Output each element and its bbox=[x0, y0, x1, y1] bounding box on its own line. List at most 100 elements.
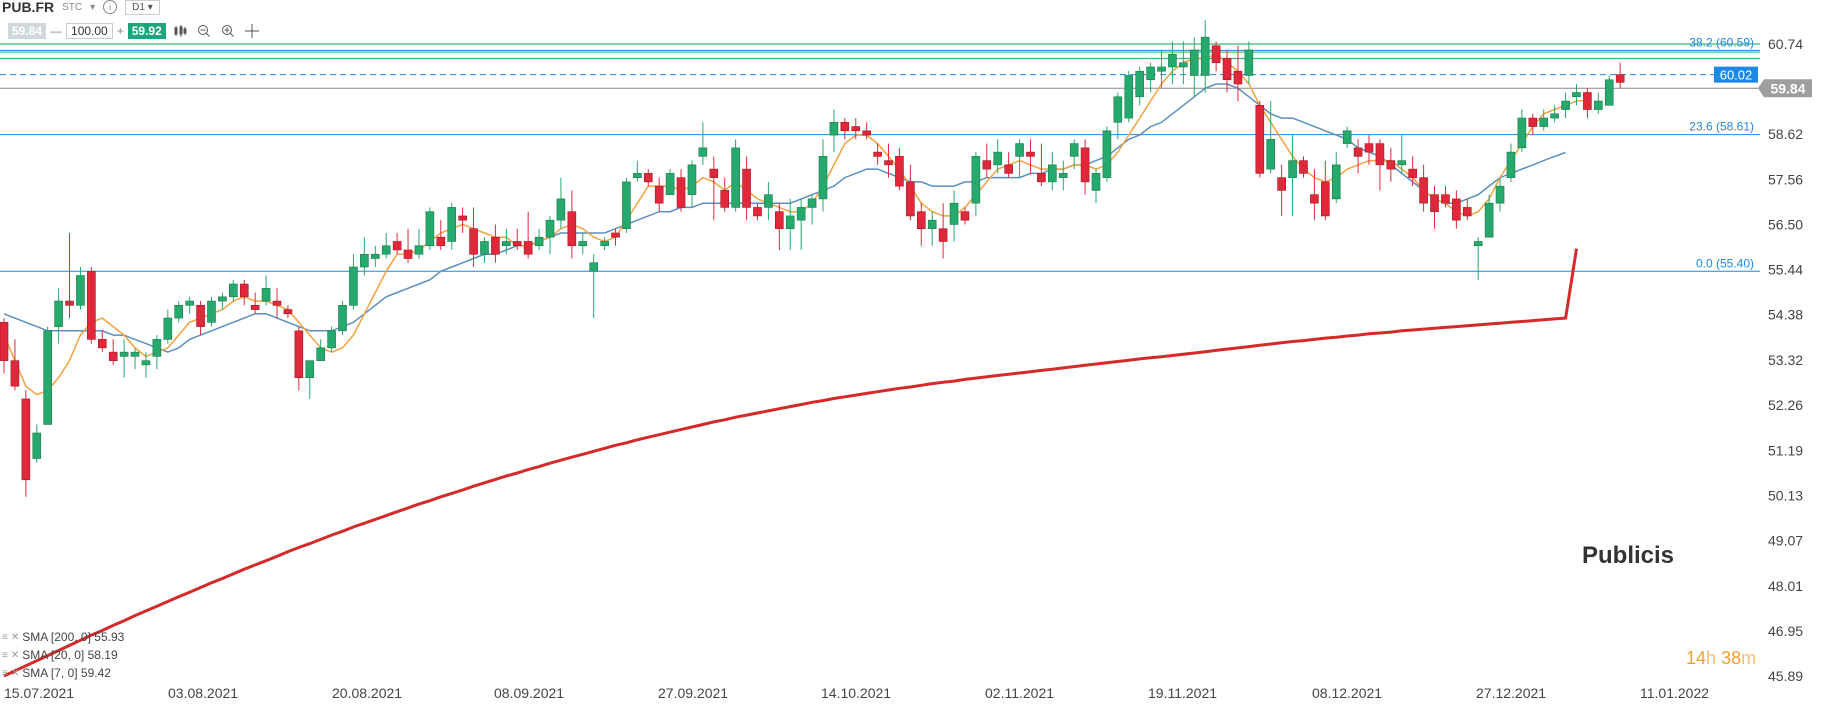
candle-up bbox=[927, 219, 937, 230]
candle-up bbox=[229, 283, 238, 298]
candle-down bbox=[720, 190, 730, 208]
candle-up bbox=[1189, 49, 1199, 76]
candle-down bbox=[1233, 70, 1243, 85]
candle-down bbox=[960, 211, 970, 221]
candle-up bbox=[1124, 75, 1134, 119]
candle-down bbox=[1299, 160, 1308, 174]
x-tick-label: 03.08.2021 bbox=[168, 685, 238, 701]
settings-icon[interactable]: ≡ bbox=[2, 631, 8, 643]
last-price-value: 59.84 bbox=[1770, 80, 1805, 96]
fib-label: 38.2 (60.59) bbox=[1689, 35, 1754, 49]
candle-down bbox=[1452, 198, 1461, 221]
y-tick-label: 60.74 bbox=[1768, 36, 1803, 52]
fib-label: 0.0 (55.40) bbox=[1696, 256, 1754, 270]
candle-up bbox=[1473, 241, 1483, 247]
candle-up bbox=[600, 241, 609, 247]
last-price-badge bbox=[1758, 79, 1812, 98]
chevron-down-icon[interactable]: ▾ bbox=[90, 1, 96, 13]
settings-icon[interactable]: ≡ bbox=[2, 649, 8, 661]
candle-down bbox=[392, 241, 402, 251]
candle-up bbox=[1342, 130, 1352, 144]
candle-down bbox=[512, 241, 522, 247]
candle-down bbox=[840, 122, 850, 132]
timer-h-unit: h bbox=[1706, 648, 1717, 668]
close-icon[interactable]: ✕ bbox=[10, 631, 20, 643]
candle-up bbox=[698, 147, 708, 157]
candle-up bbox=[1506, 151, 1516, 178]
candle-up bbox=[578, 241, 588, 247]
candle-down bbox=[1310, 194, 1319, 204]
volume-decrease-button[interactable]: — bbox=[50, 24, 63, 38]
candle-down bbox=[1430, 194, 1439, 212]
candle-down bbox=[21, 398, 31, 481]
candle-up bbox=[349, 266, 358, 306]
candle-down bbox=[1441, 194, 1450, 204]
candle-up bbox=[218, 296, 227, 302]
candle-up bbox=[589, 262, 598, 272]
legend-sma-20[interactable]: ≡ ✕ SMA [20, 0] 58.19 bbox=[2, 648, 118, 662]
x-tick-label: 08.12.2021 bbox=[1312, 685, 1382, 701]
close-icon[interactable]: ✕ bbox=[10, 667, 20, 679]
candle-up bbox=[185, 300, 194, 306]
x-tick-label: 02.11.2021 bbox=[985, 685, 1054, 701]
symbol-label[interactable]: PUB.FR bbox=[2, 0, 55, 15]
zoom-in-icon[interactable] bbox=[218, 22, 238, 40]
legend-sma-7[interactable]: ≡ ✕ SMA [7, 0] 59.42 bbox=[2, 666, 111, 680]
candle-up bbox=[1572, 92, 1581, 98]
candle-up bbox=[829, 122, 839, 136]
candle-down bbox=[775, 211, 784, 230]
y-tick-label: 48.01 bbox=[1768, 578, 1803, 594]
candle-up bbox=[414, 245, 424, 255]
x-tick-label: 15.07.2021 bbox=[4, 685, 74, 701]
legend-label: SMA [7, 0] 59.42 bbox=[22, 666, 111, 680]
candle-up bbox=[687, 164, 697, 195]
candle-up bbox=[447, 207, 457, 242]
candle-up bbox=[1539, 117, 1549, 127]
sma-200-line bbox=[3, 248, 1578, 678]
candle-up bbox=[1015, 143, 1024, 157]
candle-up bbox=[261, 287, 271, 302]
volume-increase-button[interactable]: + bbox=[116, 24, 124, 38]
zoom-out-icon[interactable] bbox=[194, 22, 214, 40]
legend-sma-200[interactable]: ≡ ✕ SMA [200, 0] 55.93 bbox=[2, 630, 124, 644]
candlestick-icon[interactable] bbox=[170, 22, 190, 40]
x-tick-label: 27.12.2021 bbox=[1476, 685, 1546, 701]
sell-button[interactable]: 59.84 bbox=[8, 23, 47, 39]
candle-down bbox=[403, 249, 413, 259]
candle-down bbox=[611, 232, 620, 238]
y-tick-label: 55.44 bbox=[1768, 262, 1803, 278]
candle-up bbox=[534, 236, 544, 247]
market-label: STC bbox=[62, 1, 83, 13]
candle-down bbox=[272, 300, 282, 306]
settings-icon[interactable]: ≡ bbox=[2, 667, 8, 679]
candle-up bbox=[425, 211, 435, 247]
candle-timer: 14h 38m bbox=[1686, 648, 1756, 669]
buy-button[interactable]: 59.92 bbox=[127, 23, 166, 39]
y-tick-label: 50.13 bbox=[1768, 488, 1803, 504]
candle-up bbox=[785, 215, 795, 230]
candle-up bbox=[141, 360, 151, 366]
candle-down bbox=[97, 339, 107, 349]
candle-up bbox=[130, 351, 140, 357]
candle-down bbox=[938, 228, 948, 242]
candle-down bbox=[862, 130, 871, 136]
candle-up bbox=[1048, 164, 1057, 183]
timeframe-value: D1 bbox=[132, 1, 145, 13]
timer-m-unit: m bbox=[1741, 648, 1757, 668]
candle-down bbox=[742, 168, 751, 208]
candle-up bbox=[480, 241, 489, 255]
candle-up bbox=[370, 253, 380, 259]
candle-up bbox=[174, 305, 184, 319]
volume-input[interactable]: 100.00 bbox=[66, 23, 113, 39]
candle-up bbox=[207, 300, 216, 323]
close-icon[interactable]: ✕ bbox=[10, 649, 20, 661]
info-icon[interactable]: i bbox=[103, 0, 118, 14]
candle-down bbox=[10, 360, 20, 387]
timeframe-select[interactable]: D1 ▾ bbox=[125, 0, 160, 15]
candle-down bbox=[87, 270, 96, 340]
crosshair-icon[interactable] bbox=[242, 22, 262, 40]
candle-down bbox=[676, 177, 686, 208]
candle-up bbox=[622, 181, 631, 230]
candle-down bbox=[873, 151, 882, 157]
